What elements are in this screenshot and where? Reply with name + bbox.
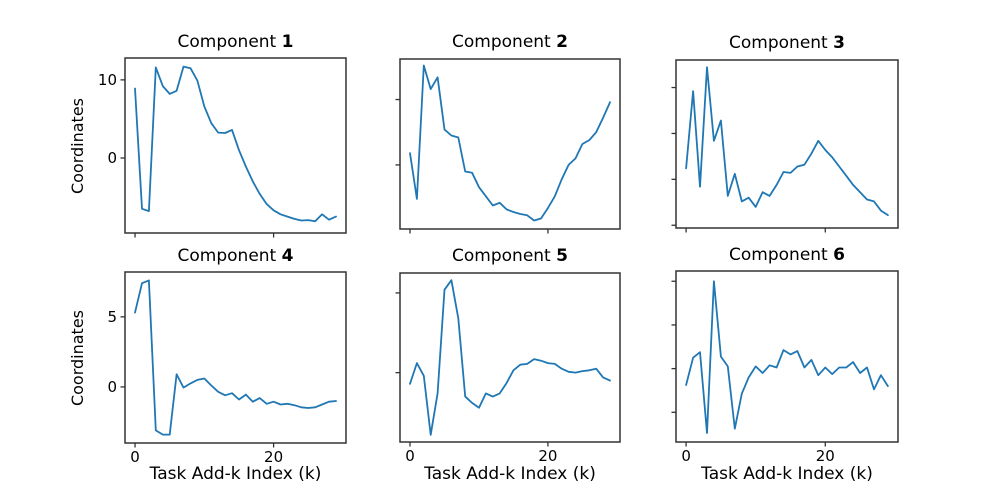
subplot-axes-2 — [395, 58, 621, 234]
subplot-title-3: Component 3 — [676, 33, 898, 55]
subplot-axes-5: 0 20 — [395, 272, 621, 465]
subplot-title-text: Component — [729, 33, 828, 53]
axes-frame — [399, 272, 621, 443]
subplot-title-1: Component 1 — [125, 32, 346, 54]
subplot-title-number: 1 — [281, 32, 294, 52]
x-axis-label-col3: Task Add-k Index (k) — [701, 464, 873, 484]
subplot-title-5: Component 5 — [400, 246, 620, 268]
y-tick-label: 10 — [98, 71, 117, 89]
subplot-title-number: 4 — [281, 246, 294, 266]
x-tick-label: 0 — [130, 448, 140, 466]
line-series — [134, 65, 337, 223]
subplot-title-4: Component 4 — [125, 246, 346, 268]
x-tick-label: 20 — [816, 447, 835, 465]
subplot-title-text: Component — [729, 245, 828, 265]
x-tick-label: 0 — [681, 447, 691, 465]
axes-frame — [124, 271, 347, 444]
line-series — [134, 279, 337, 436]
subplot-axes-4: 5 0 0 20 — [107, 271, 347, 466]
subplot-title-2: Component 2 — [400, 32, 620, 54]
y-tick-label: 5 — [107, 308, 117, 326]
subplot-title-number: 6 — [833, 245, 845, 265]
line-series — [685, 280, 889, 434]
subplot-axes-1: 10 0 — [98, 57, 347, 238]
subplot-title-6: Component 6 — [676, 245, 898, 267]
axes-frame — [124, 57, 347, 234]
axes-frame — [675, 59, 899, 229]
subplot-axes-6: 0 20 — [671, 270, 899, 465]
x-axis-label-col2: Task Add-k Index (k) — [424, 464, 596, 484]
line-series — [685, 66, 889, 217]
line-series — [409, 279, 611, 436]
subplot-title-number: 3 — [833, 33, 845, 53]
y-tick-label: 0 — [107, 149, 117, 167]
subplot-title-text: Component — [177, 32, 277, 52]
subplot-title-number: 5 — [556, 246, 568, 266]
axes-frame — [675, 270, 899, 443]
subplot-title-text: Component — [452, 32, 551, 52]
subplot-axes-3 — [671, 59, 899, 233]
subplot-title-number: 2 — [556, 32, 568, 52]
axes-frame — [399, 58, 621, 230]
x-tick-label: 20 — [264, 448, 283, 466]
y-tick-label: 0 — [107, 378, 117, 396]
x-tick-label: 20 — [538, 447, 557, 465]
x-tick-label: 0 — [405, 447, 415, 465]
subplot-title-text: Component — [177, 246, 277, 266]
x-axis-label-col1: Task Add-k Index (k) — [149, 464, 322, 484]
subplot-title-text: Component — [452, 246, 551, 266]
line-series — [409, 64, 611, 222]
